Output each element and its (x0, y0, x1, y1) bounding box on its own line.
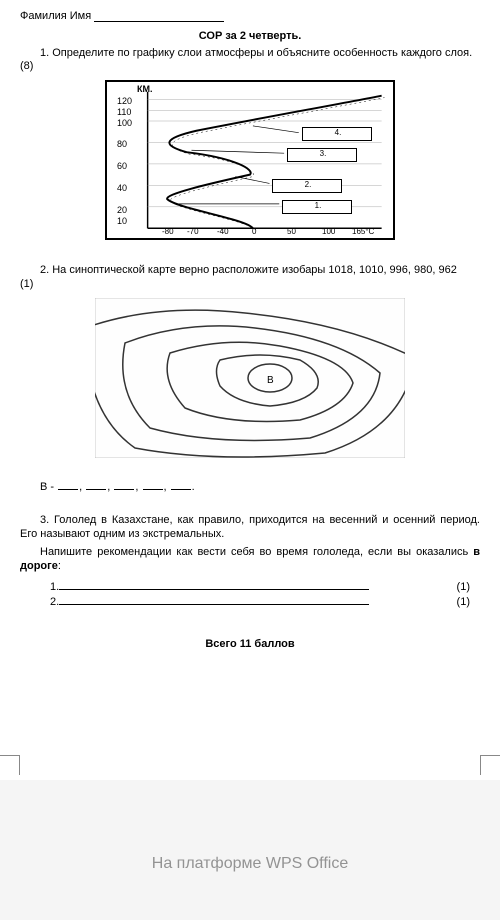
rec-2-points: (1) (457, 596, 480, 608)
name-field-line: Фамилия Имя (20, 10, 480, 22)
synoptic-map: В (95, 298, 405, 458)
worksheet-title: СОР за 2 четверть. (20, 30, 480, 42)
below-page-area (0, 780, 500, 920)
atmosphere-chart: КМ. 120 110 100 80 60 (105, 80, 395, 240)
y-tick: 120 (117, 97, 132, 106)
y-tick: 40 (117, 184, 127, 193)
x-tick: -70 (187, 228, 199, 236)
layer-box-3[interactable]: 3. (287, 148, 357, 162)
x-tick: 0 (252, 228, 256, 236)
x-tick: 50 (287, 228, 296, 236)
isobar-svg: В (95, 298, 405, 458)
x-tick: 165°C (352, 228, 374, 236)
name-blank[interactable] (94, 21, 224, 22)
blank-1[interactable] (58, 489, 78, 490)
wps-footer: На платформе WPS Office (0, 855, 500, 873)
layer-box-4[interactable]: 4. (302, 127, 372, 141)
x-tick: -80 (162, 228, 174, 236)
rec-1-blank[interactable] (59, 578, 369, 590)
b-label: В - (40, 481, 54, 493)
y-tick: 100 (117, 119, 132, 128)
recommendation-1-line: 1. (1) (20, 578, 480, 593)
question-2-points: (1) (20, 278, 480, 290)
question-2-text: 2. На синоптической карте верно располож… (20, 263, 480, 277)
layer-box-1[interactable]: 1. (282, 200, 352, 214)
q3-prefix: Напишите рекомендации как вести себя во … (40, 546, 473, 558)
y-tick: 60 (117, 162, 127, 171)
rec-2-num: 2. (20, 596, 59, 608)
y-tick: 110 (117, 108, 131, 117)
blank-5[interactable] (171, 489, 191, 490)
rec-1-num: 1. (20, 581, 59, 593)
layer-box-2[interactable]: 2. (272, 179, 342, 193)
x-tick: 100 (322, 228, 335, 236)
y-tick: 10 (117, 217, 127, 226)
corner-mark-bl (0, 755, 20, 775)
blank-3[interactable] (114, 489, 134, 490)
question-1-points: (8) (20, 60, 480, 72)
map-center-label: В (267, 375, 274, 386)
isobar-answer-line: В - , , , , . (20, 481, 480, 493)
rec-2-blank[interactable] (59, 593, 369, 605)
name-label: Фамилия Имя (20, 10, 91, 22)
blank-2[interactable] (86, 489, 106, 490)
q3-suffix: : (58, 560, 61, 572)
total-points: Всего 11 баллов (20, 638, 480, 650)
question-1-text: 1. Определите по графику слои атмосферы … (20, 46, 480, 60)
document-page: Фамилия Имя СОР за 2 четверть. 1. Опреде… (0, 0, 500, 660)
figure-2-container: В (20, 298, 480, 461)
y-tick: 20 (117, 206, 127, 215)
figure-1-container: КМ. 120 110 100 80 60 (20, 80, 480, 243)
corner-mark-br (480, 755, 500, 775)
blank-4[interactable] (143, 489, 163, 490)
recommendation-2-line: 2. (1) (20, 593, 480, 608)
rec-1-points: (1) (457, 581, 480, 593)
x-tick: -40 (217, 228, 229, 236)
question-3-para1: 3. Гололед в Казахстане, как правило, пр… (20, 513, 480, 542)
y-tick: 80 (117, 140, 127, 149)
question-3-para2: Напишите рекомендации как вести себя во … (20, 545, 480, 574)
